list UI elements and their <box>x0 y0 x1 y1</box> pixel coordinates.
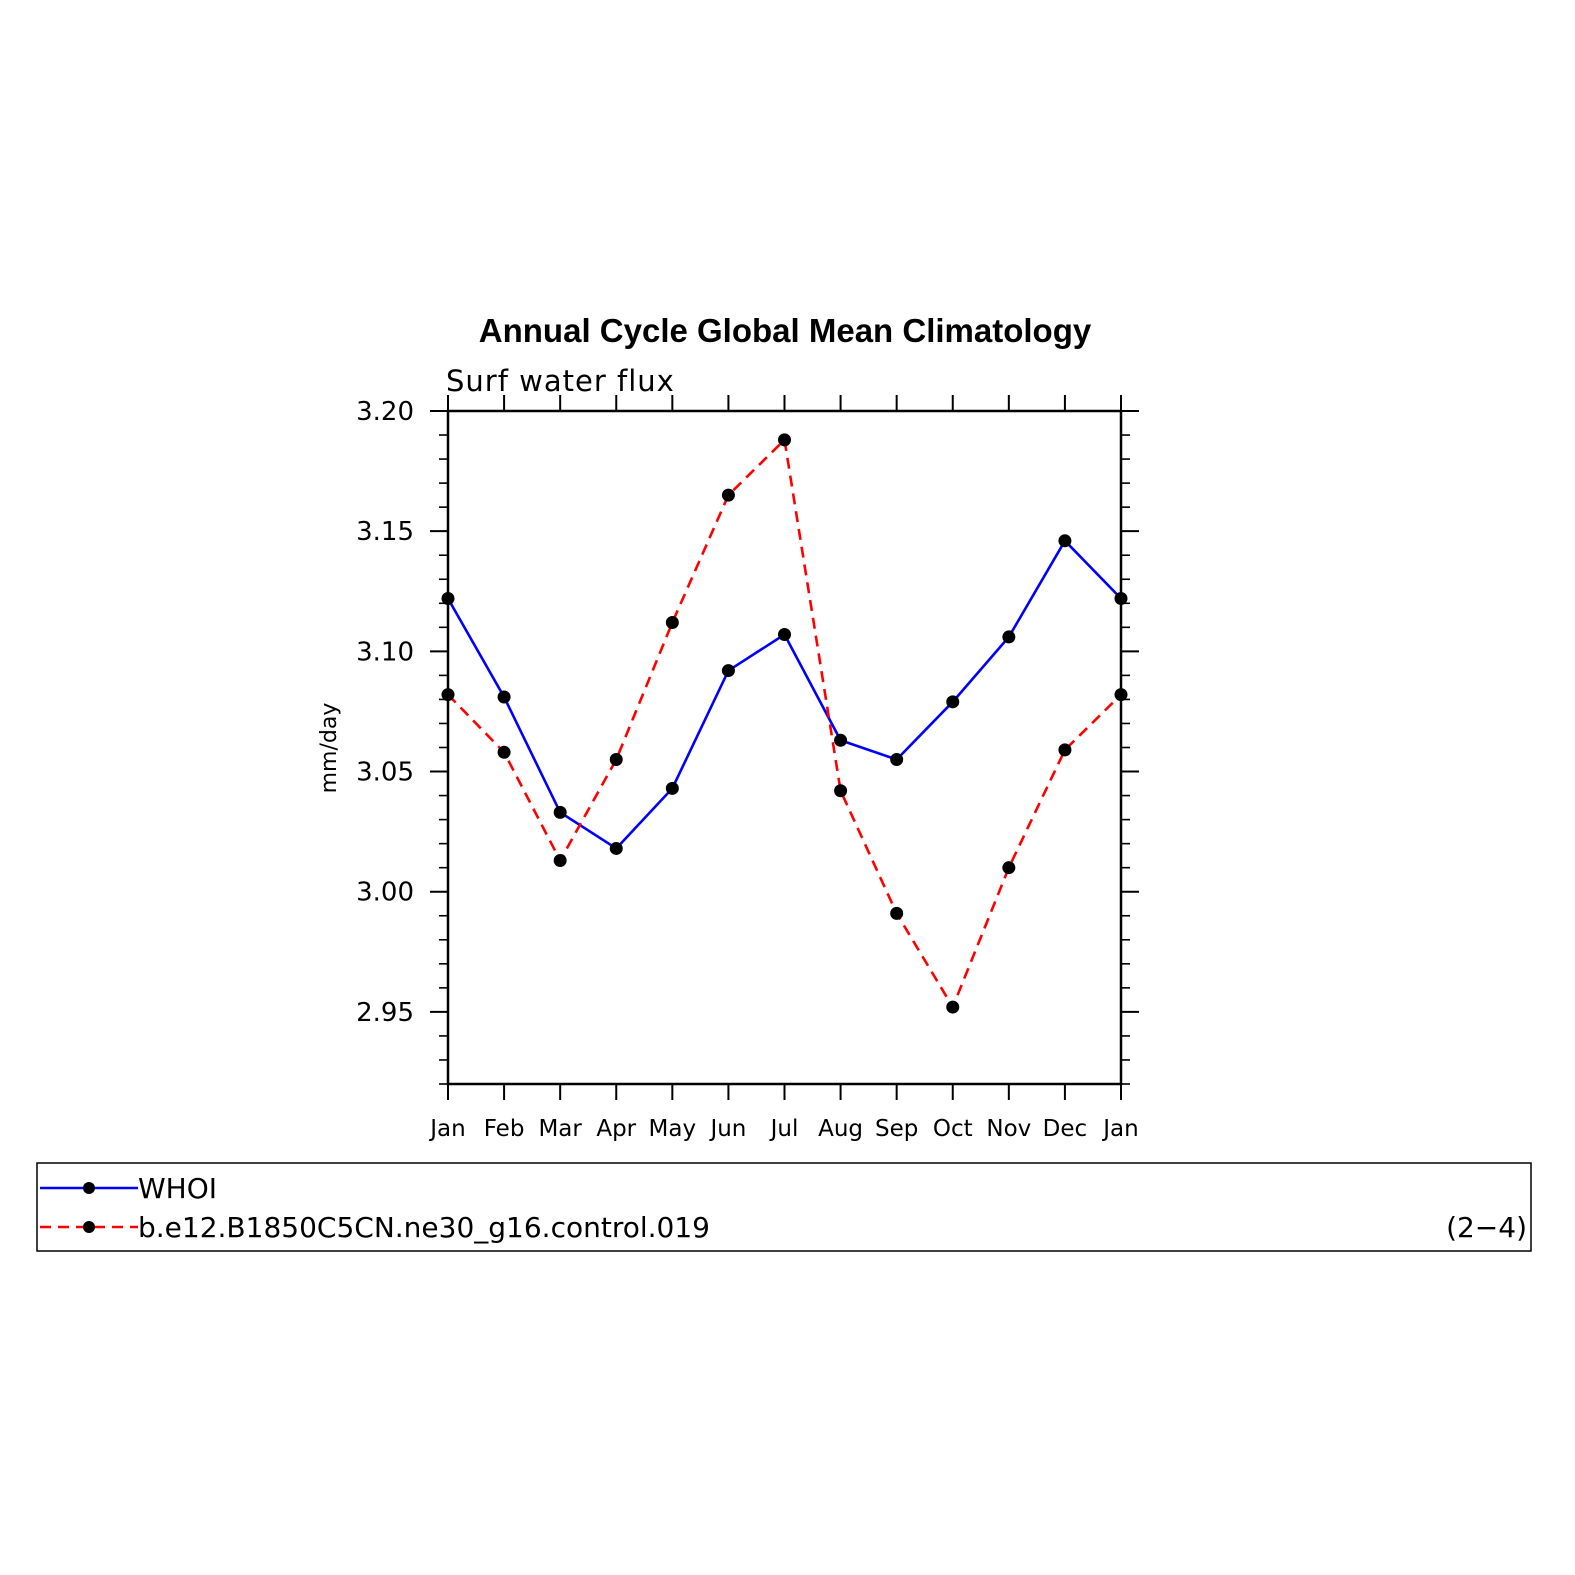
x-tick-label: Apr <box>596 1116 636 1142</box>
data-point <box>609 841 623 855</box>
data-point <box>1058 534 1072 548</box>
legend-label: b.e12.B1850C5CN.ne30_g16.control.019 <box>138 1211 710 1244</box>
data-point <box>946 1000 960 1014</box>
data-point <box>890 906 904 920</box>
data-point <box>1114 688 1128 702</box>
legend: WHOI b.e12.B1850C5CN.ne30_g16.control.019 <box>36 1162 1532 1252</box>
legend-label: WHOI <box>138 1172 217 1205</box>
data-point <box>665 616 679 630</box>
legend-marker <box>83 1221 95 1233</box>
data-point <box>1002 630 1016 644</box>
x-tick-label: Sep <box>875 1116 918 1142</box>
x-tick-label: Oct <box>933 1116 973 1142</box>
series-line-2 <box>447 437 1122 1011</box>
data-point <box>890 753 904 767</box>
data-point <box>665 781 679 795</box>
series-line-1 <box>446 538 1122 851</box>
y-tick-label: 3.10 <box>356 637 414 667</box>
y-axis-label: mm/day <box>317 703 342 794</box>
legend-box <box>36 1162 1532 1252</box>
y-tick-label: 3.00 <box>356 878 414 908</box>
data-point <box>553 853 567 867</box>
x-tick-label: Feb <box>484 1116 525 1142</box>
data-point <box>1058 743 1072 757</box>
series-layer <box>441 433 1128 1014</box>
x-tick-label: Aug <box>818 1116 863 1142</box>
data-point <box>497 690 511 704</box>
y-tick-label: 3.15 <box>356 517 414 547</box>
y-tick-label: 3.05 <box>356 758 414 788</box>
plot-frame <box>446 409 1123 1086</box>
data-point <box>834 784 848 798</box>
axes: 3.20 3.15 3.10 3.05 3.00 2.95 Jan Feb Mar Apr May J… <box>356 395 1139 1142</box>
data-point <box>721 488 735 502</box>
data-point <box>778 628 791 642</box>
data-point <box>497 745 511 759</box>
x-tick-label: Jul <box>769 1116 799 1142</box>
data-point <box>1114 591 1128 605</box>
data-point <box>441 688 455 702</box>
x-tick-label: Dec <box>1043 1116 1088 1142</box>
data-point <box>721 664 735 678</box>
data-point <box>834 733 848 747</box>
data-point <box>1002 861 1016 875</box>
x-tick-label: Jun <box>708 1116 746 1142</box>
data-point <box>778 433 791 447</box>
x-tick-label: Jan <box>1101 1116 1138 1142</box>
data-point <box>441 591 455 605</box>
chart-subtitle: Surf water flux <box>446 364 675 398</box>
x-tick-label: May <box>649 1116 697 1142</box>
data-point <box>946 695 960 709</box>
chart-title: Annual Cycle Global Mean Climatology <box>479 312 1092 349</box>
x-tick-label: Nov <box>986 1116 1031 1142</box>
data-point <box>609 753 623 767</box>
legend-marker <box>83 1182 95 1194</box>
panel-label: (2−4) <box>1446 1211 1527 1244</box>
x-tick-label: Mar <box>538 1116 582 1142</box>
y-tick-label: 3.20 <box>356 397 414 427</box>
y-tick-label: 2.95 <box>356 998 414 1028</box>
x-tick-label: Jan <box>428 1116 465 1142</box>
data-point <box>553 805 567 819</box>
